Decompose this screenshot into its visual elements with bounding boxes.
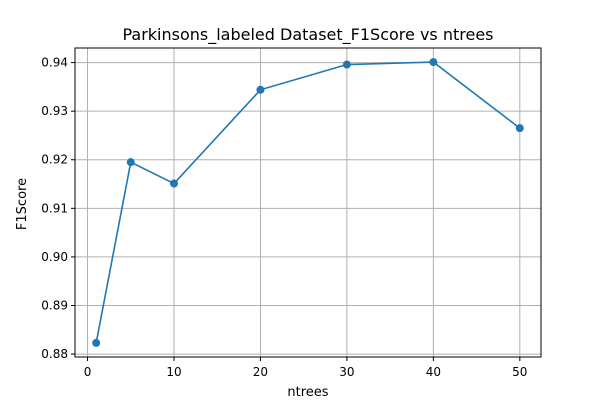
grid-lines: [75, 48, 541, 357]
y-tick-label-3: 0.91: [41, 201, 68, 215]
x-tick-label-4: 40: [426, 365, 441, 379]
y-axis-label: F1Score: [15, 178, 30, 230]
data-point-4: [342, 60, 351, 69]
data-point-2: [169, 179, 178, 188]
plot-frame: [74, 47, 542, 358]
y-tick-label-5: 0.93: [41, 104, 68, 118]
x-axis-label: ntrees: [287, 385, 328, 400]
x-tick-label-0: 0: [84, 365, 92, 379]
y-tick-label-1: 0.89: [41, 299, 68, 313]
y-tick-label-6: 0.94: [41, 56, 68, 70]
x-tick-label-5: 50: [512, 365, 527, 379]
x-tick-label-2: 20: [253, 365, 268, 379]
data-point-5: [429, 58, 438, 67]
y-tick-label-0: 0.88: [41, 347, 68, 361]
data-point-1: [126, 158, 135, 167]
series-layer: [92, 58, 524, 347]
x-tick-label-3: 30: [339, 365, 354, 379]
x-tick-label-1: 10: [166, 365, 181, 379]
y-tick-label-4: 0.92: [41, 153, 68, 167]
data-point-3: [256, 85, 265, 94]
y-tick-label-2: 0.90: [41, 250, 68, 264]
series-line-0: [95, 61, 521, 344]
data-point-6: [515, 124, 524, 133]
axes: 0 10 20 30 40 50 0.88 0.89 0.90 0.91 0.92 0.93 0.94: [41, 47, 542, 379]
data-point-0: [92, 338, 101, 347]
chart-title: Parkinsons_labeled Dataset_F1Score vs nt…: [122, 25, 493, 45]
